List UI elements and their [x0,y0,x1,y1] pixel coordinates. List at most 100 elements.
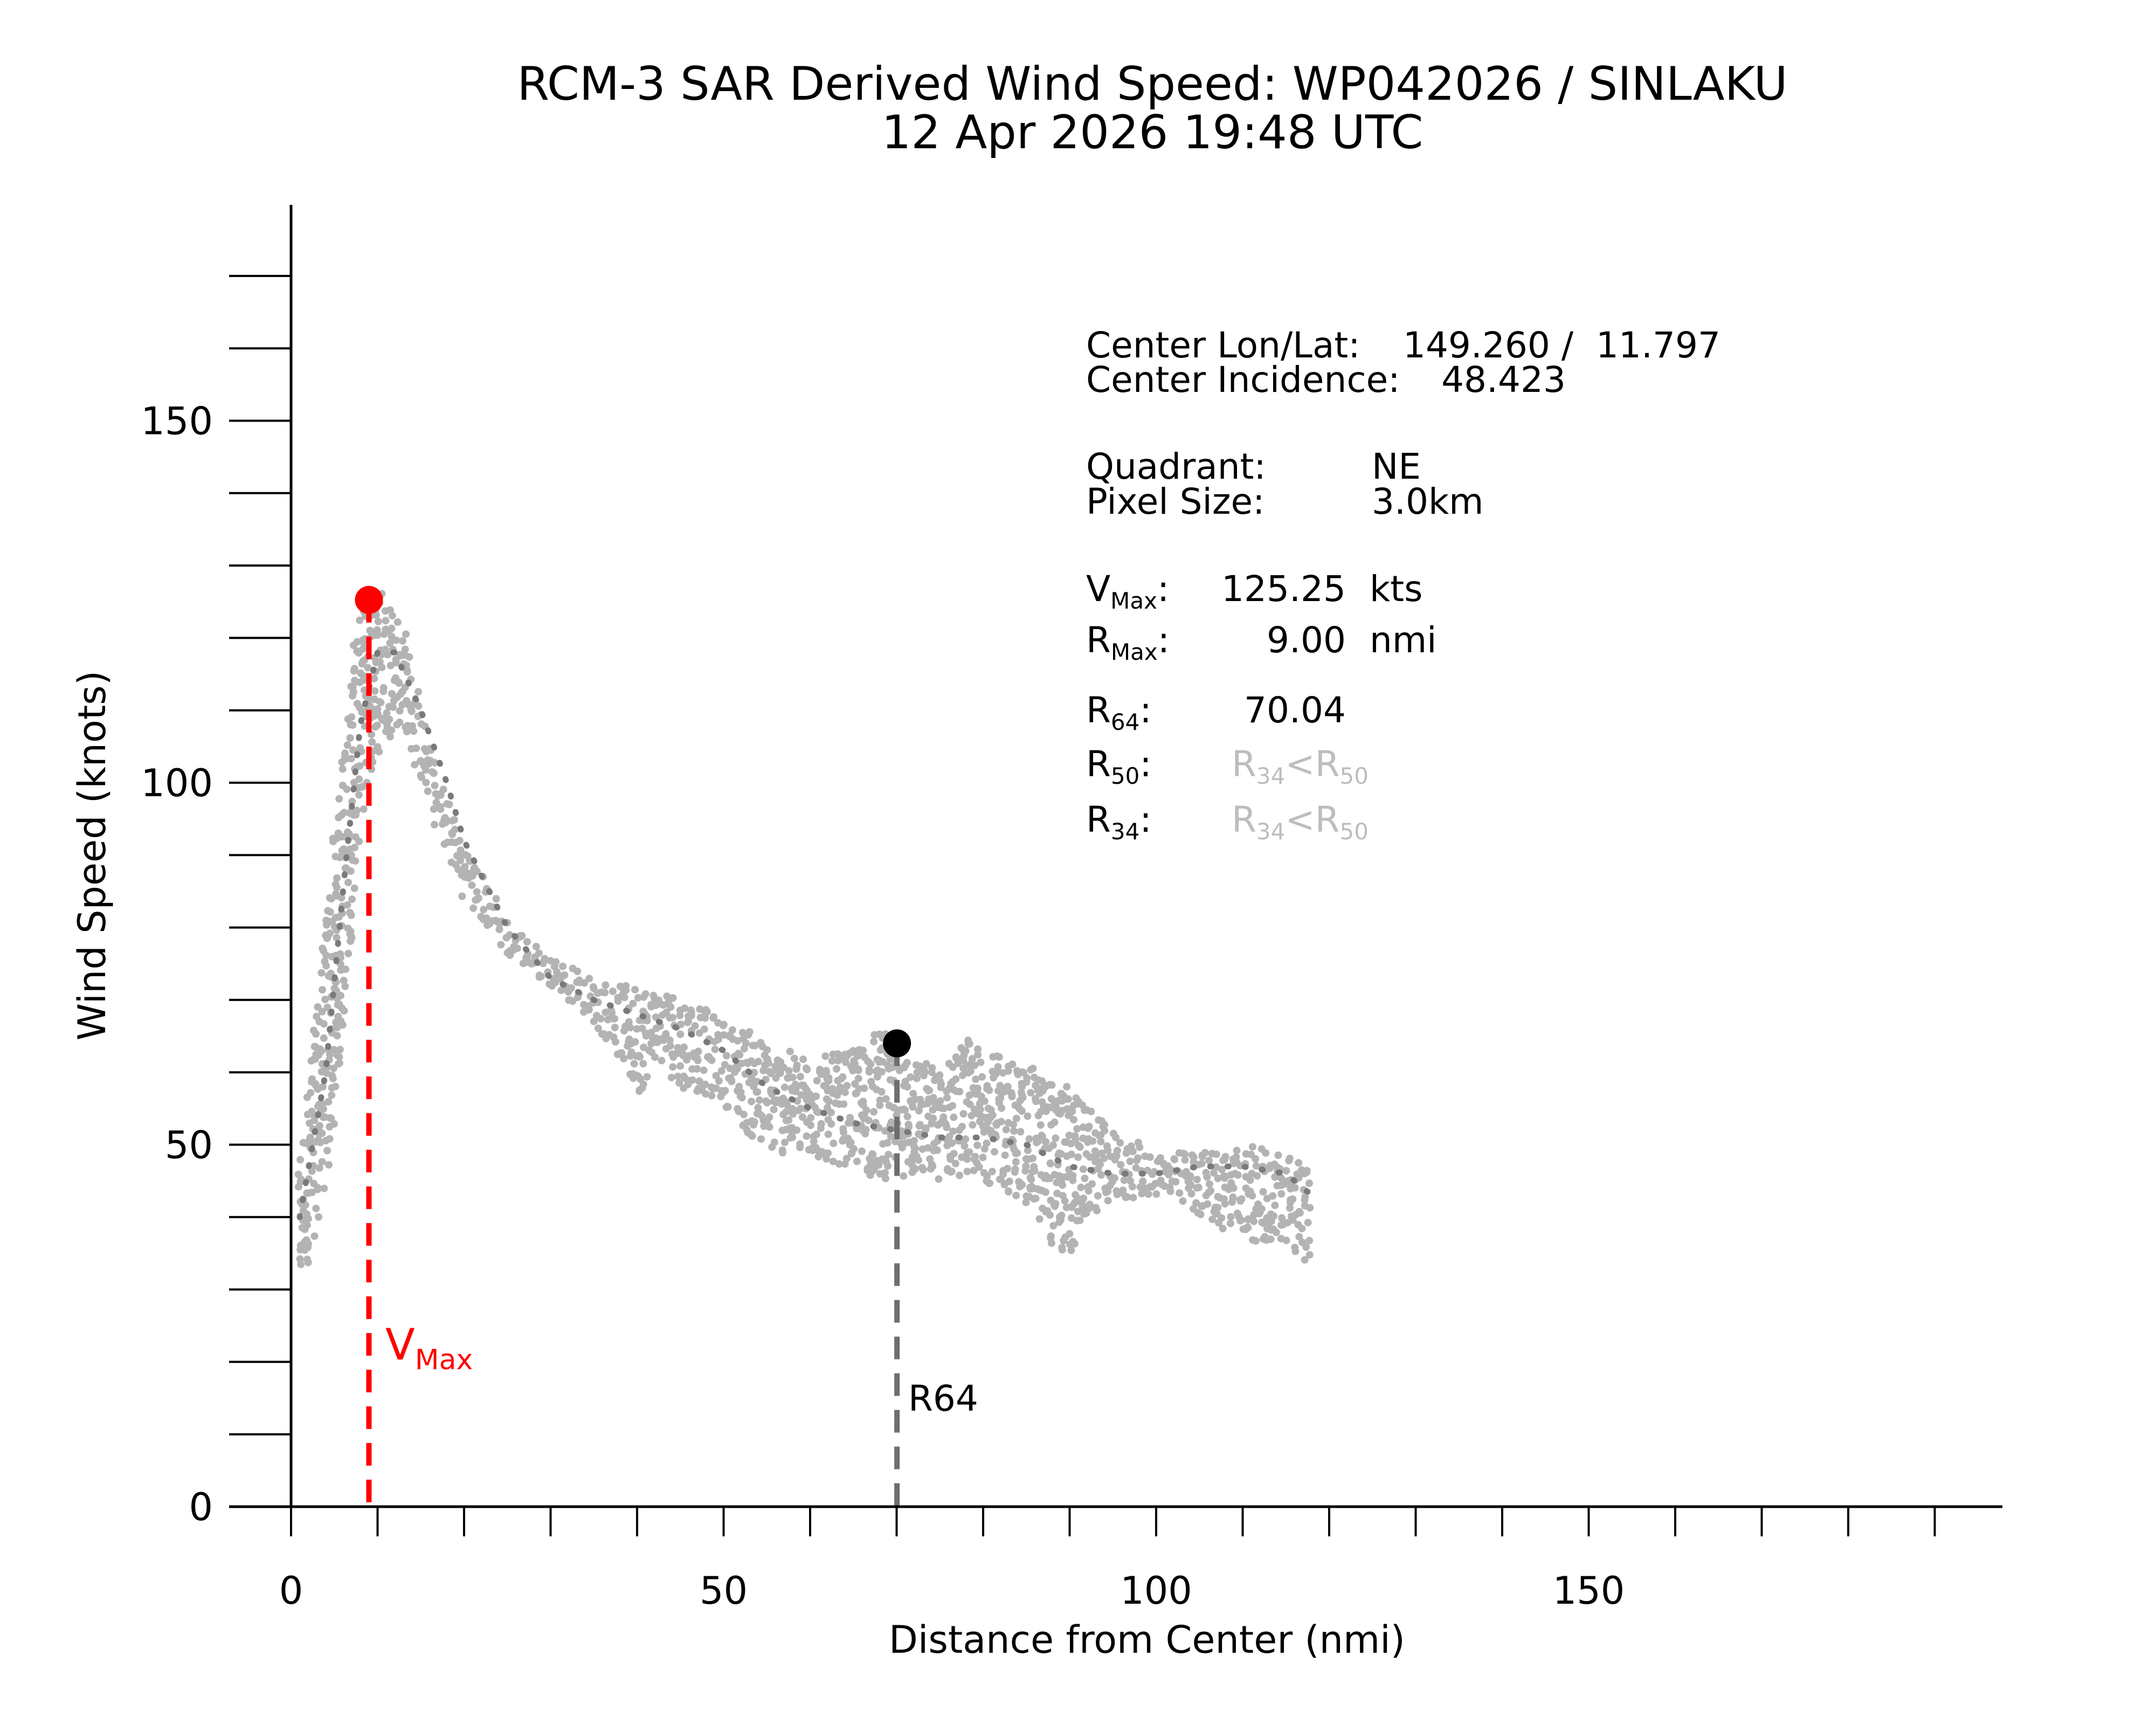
scatter-point [777,1058,785,1066]
scatter-point [317,969,326,977]
scatter-point [612,1038,619,1046]
scatter-point [535,971,543,979]
scatter-point [1285,1157,1293,1164]
scatter-point [1104,1146,1112,1154]
scatter-point [1012,1114,1020,1122]
scatter-point [328,1091,336,1099]
scatter-point [506,931,514,939]
scatter-point [585,1006,593,1014]
scatter-point [350,884,358,892]
scatter-point [401,645,409,653]
scatter-point [643,1073,651,1081]
scatter-point [770,1138,778,1146]
scatter-point [1046,1081,1054,1089]
scatter-point [392,636,400,644]
scatter-point [991,1148,999,1156]
y-tick-label: 0 [189,1485,213,1529]
scatter-point [1253,1172,1261,1180]
scatter-point [950,1113,958,1121]
scatter-point [715,1077,723,1085]
scatter-point [1074,1153,1082,1161]
scatter-point [1022,1198,1030,1206]
scatter-point [388,612,396,619]
scatter-point [921,1068,929,1077]
scatter-point [974,1045,982,1053]
scatter-point [1007,1089,1015,1097]
scatter-point [929,1162,937,1170]
scatter-point [742,1039,750,1047]
scatter-point [1018,1181,1026,1189]
scatter-point [827,1120,835,1128]
scatter-point [727,1074,735,1082]
scatter-point [1271,1202,1279,1209]
scatter-point [867,1060,875,1068]
scatter-point [1267,1217,1275,1225]
scatter-point [998,1104,1006,1112]
scatter-point [346,734,354,742]
scatter-point [335,1053,343,1061]
scatter-point [312,1030,320,1038]
scatter-point [302,1236,310,1244]
scatter-point [297,1176,305,1184]
scatter-point [1077,1183,1085,1191]
r50-value-b-sub: 50 [1339,763,1368,789]
scatter-point [349,684,357,692]
scatter-point [951,1160,959,1168]
scatter-point [1057,1150,1065,1158]
scatter-point [1086,1200,1094,1209]
scatter-point [994,1063,1002,1071]
scatter-point [825,1077,833,1085]
scatter-point [734,1037,742,1045]
scatter-point [1051,1118,1059,1126]
r50-value-a: R [1232,743,1256,785]
scatter-point [1031,1167,1039,1175]
r34-label-main: R [1086,799,1111,840]
scatter-point [1202,1169,1210,1177]
scatter-point [1218,1165,1226,1174]
r34-value-b-sub: 50 [1339,818,1368,845]
scatter-point [355,837,363,845]
scatter-point [482,914,490,922]
scatter-point [1238,1195,1246,1203]
scatter-point [765,1113,773,1121]
scatter-point [294,1183,302,1191]
scatter-point [700,1066,708,1074]
scatter-point [1306,1204,1314,1212]
scatter-point [807,1121,814,1129]
scatter-point [326,1114,334,1122]
scatter-point [430,805,438,813]
scatter-point [797,1073,804,1081]
scatter-point [314,1185,322,1193]
scatter-point [1084,1187,1093,1195]
scatter-point [824,1130,832,1138]
scatter-point [414,702,423,710]
scatter-point [779,1149,786,1157]
mean-profile-line [296,649,1315,1220]
vmax-marker [355,585,383,614]
scatter-point [1058,1244,1066,1252]
scatter-point [942,1120,950,1128]
scatter-point [376,698,384,706]
scatter-point [1004,1164,1012,1172]
scatter-point [847,1150,855,1157]
scatter-point [965,1091,973,1099]
scatter-point [403,728,411,736]
r50-label: R50: [1086,743,1152,789]
scatter-point [792,1064,800,1072]
scatter-point [513,944,521,952]
scatter-point [344,949,353,957]
scatter-point [1252,1155,1260,1163]
scatter-point [842,1155,851,1163]
x-tick-label: 50 [700,1569,748,1613]
scatter-point [841,1088,849,1096]
scatter-point [1205,1180,1213,1188]
scatter-point [1093,1206,1101,1215]
scatter-point [738,1094,746,1102]
markers [355,585,911,1507]
scatter-point [518,932,526,940]
scatter-point [676,1062,685,1070]
scatter-point [964,1069,972,1077]
scatter-point [379,684,388,692]
scatter-point [701,1080,709,1088]
scatter-point [1214,1175,1222,1182]
